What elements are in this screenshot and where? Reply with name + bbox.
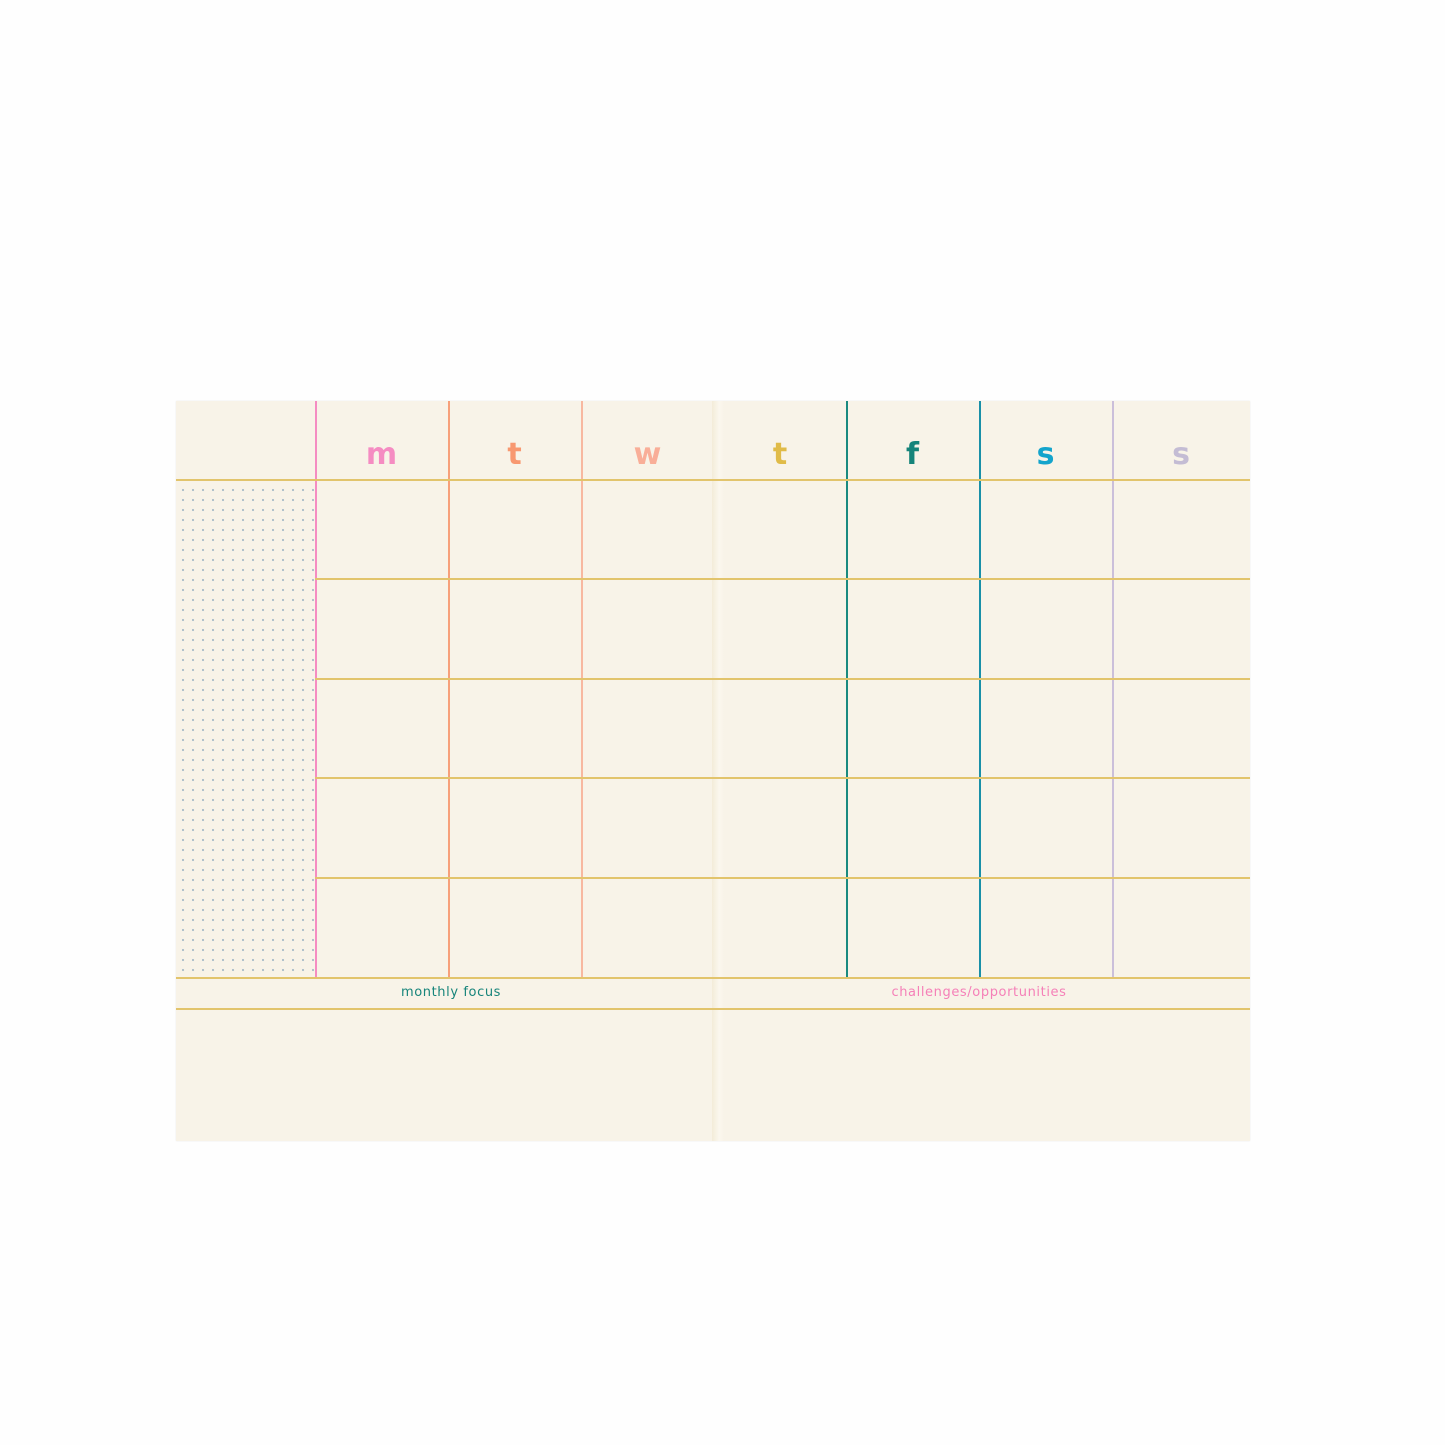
day-cell[interactable]: [846, 481, 979, 578]
day-cell[interactable]: [979, 779, 1112, 876]
day-cell[interactable]: [714, 779, 846, 876]
day-cell[interactable]: [979, 879, 1112, 976]
day-cell[interactable]: [315, 879, 448, 976]
column-divider: [581, 401, 583, 977]
week-row-line: [176, 479, 1250, 481]
day-cell[interactable]: [581, 580, 714, 677]
day-cell[interactable]: [714, 481, 846, 578]
column-divider: [979, 401, 981, 977]
weekday-label: f: [905, 437, 920, 472]
dot-grid-notes[interactable]: [178, 485, 314, 975]
weekday-label: t: [772, 437, 788, 472]
day-cell[interactable]: [315, 680, 448, 777]
day-cell[interactable]: [846, 580, 979, 677]
day-cell[interactable]: [315, 580, 448, 677]
column-divider: [846, 401, 848, 977]
monthly-focus-area[interactable]: [176, 1010, 713, 1141]
day-cell[interactable]: [979, 481, 1112, 578]
day-cell[interactable]: [448, 481, 581, 578]
day-cell[interactable]: [714, 879, 846, 976]
day-cell[interactable]: [315, 481, 448, 578]
day-cell[interactable]: [1112, 580, 1250, 677]
weekday-label: m: [365, 437, 398, 472]
day-cell[interactable]: [581, 680, 714, 777]
day-cell[interactable]: [448, 879, 581, 976]
day-cell[interactable]: [581, 481, 714, 578]
week-row-line: [315, 777, 1250, 779]
day-cell[interactable]: [979, 580, 1112, 677]
day-cell[interactable]: [714, 680, 846, 777]
column-divider: [448, 401, 450, 977]
day-cell[interactable]: [1112, 481, 1250, 578]
day-cell[interactable]: [714, 580, 846, 677]
day-cell[interactable]: [448, 779, 581, 876]
monthly-focus-label: monthly focus: [400, 985, 502, 1000]
week-row-line: [315, 678, 1250, 680]
day-cell[interactable]: [1112, 879, 1250, 976]
day-cell[interactable]: [846, 879, 979, 976]
day-cell[interactable]: [448, 680, 581, 777]
footer-label-line: [176, 1008, 1250, 1010]
day-cell[interactable]: [1112, 779, 1250, 876]
weekday-label: t: [507, 437, 522, 472]
day-cell[interactable]: [315, 779, 448, 876]
day-cell[interactable]: [581, 879, 714, 976]
day-cell[interactable]: [1112, 680, 1250, 777]
planner-spread: m t w t f s s monthly focus challenges/opportu…: [176, 401, 1250, 1141]
weekday-label: s: [1172, 437, 1190, 472]
challenges-area[interactable]: [714, 1010, 1250, 1141]
column-divider: [1112, 401, 1114, 977]
day-cell[interactable]: [448, 580, 581, 677]
footer-top-line: [176, 977, 1250, 979]
weekday-label: w: [633, 437, 662, 472]
day-cell[interactable]: [846, 779, 979, 876]
day-cell[interactable]: [581, 779, 714, 876]
day-cell[interactable]: [846, 680, 979, 777]
challenges-opportunities-label: challenges/opportunities: [891, 985, 1067, 1000]
book-spine: [712, 401, 724, 1141]
column-divider: [315, 401, 317, 977]
day-cell[interactable]: [979, 680, 1112, 777]
week-row-line: [315, 578, 1250, 580]
weekday-label: s: [1036, 437, 1055, 472]
week-row-line: [315, 877, 1250, 879]
